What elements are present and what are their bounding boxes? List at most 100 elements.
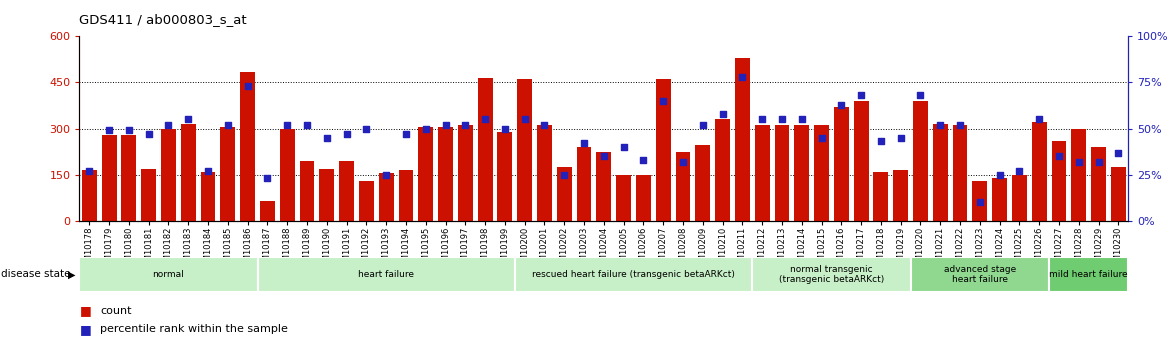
- Bar: [398, 170, 413, 221]
- Bar: [933, 124, 947, 221]
- Bar: [458, 126, 473, 221]
- Bar: [695, 146, 710, 221]
- Bar: [1031, 122, 1047, 221]
- Bar: [617, 175, 631, 221]
- Bar: [181, 124, 196, 221]
- Point: [535, 122, 554, 128]
- Bar: [517, 79, 533, 221]
- Bar: [557, 167, 571, 221]
- Bar: [577, 147, 591, 221]
- Point: [555, 172, 573, 177]
- Text: percentile rank within the sample: percentile rank within the sample: [100, 325, 288, 334]
- Bar: [280, 128, 294, 221]
- Point: [1050, 154, 1069, 159]
- Text: ■: ■: [79, 304, 91, 317]
- Text: ■: ■: [79, 323, 91, 336]
- Point: [417, 126, 436, 131]
- Point: [734, 74, 752, 80]
- Bar: [854, 101, 869, 221]
- Point: [792, 117, 811, 122]
- Text: normal: normal: [153, 270, 185, 279]
- Bar: [814, 126, 829, 221]
- Bar: [637, 175, 651, 221]
- Point: [298, 122, 317, 128]
- Bar: [418, 127, 433, 221]
- Text: ▶: ▶: [68, 269, 75, 279]
- Point: [79, 168, 98, 174]
- Point: [851, 92, 870, 98]
- Bar: [794, 126, 809, 221]
- Bar: [597, 151, 611, 221]
- Point: [772, 117, 791, 122]
- Point: [338, 131, 356, 137]
- Bar: [82, 170, 97, 221]
- Bar: [874, 171, 889, 221]
- Text: heart failure: heart failure: [359, 270, 415, 279]
- Text: normal transgenic
(transgenic betaARKct): normal transgenic (transgenic betaARKct): [779, 265, 884, 284]
- Point: [931, 122, 950, 128]
- Point: [159, 122, 178, 128]
- Point: [674, 159, 693, 165]
- Bar: [515, 257, 752, 292]
- Bar: [1049, 257, 1128, 292]
- Bar: [894, 170, 909, 221]
- Point: [714, 111, 732, 117]
- Text: mild heart failure: mild heart failure: [1049, 270, 1128, 279]
- Bar: [299, 161, 314, 221]
- Bar: [241, 72, 255, 221]
- Point: [475, 117, 494, 122]
- Bar: [1111, 167, 1126, 221]
- Bar: [257, 257, 515, 292]
- Point: [397, 131, 416, 137]
- Bar: [834, 107, 849, 221]
- Bar: [755, 126, 770, 221]
- Bar: [1011, 175, 1027, 221]
- Point: [139, 131, 158, 137]
- Bar: [79, 257, 257, 292]
- Bar: [260, 201, 274, 221]
- Bar: [752, 257, 911, 292]
- Bar: [201, 171, 215, 221]
- Bar: [655, 79, 670, 221]
- Text: GDS411 / ab000803_s_at: GDS411 / ab000803_s_at: [79, 13, 248, 26]
- Point: [258, 176, 277, 181]
- Point: [1010, 168, 1029, 174]
- Point: [951, 122, 969, 128]
- Bar: [675, 151, 690, 221]
- Point: [595, 154, 613, 159]
- Bar: [319, 168, 334, 221]
- Point: [456, 122, 474, 128]
- Text: advanced stage
heart failure: advanced stage heart failure: [944, 265, 1016, 284]
- Bar: [973, 181, 987, 221]
- Point: [694, 122, 712, 128]
- Point: [436, 122, 454, 128]
- Bar: [339, 161, 354, 221]
- Point: [1110, 150, 1128, 155]
- Text: disease state: disease state: [1, 269, 71, 279]
- Point: [1030, 117, 1049, 122]
- Point: [654, 98, 673, 104]
- Point: [515, 117, 534, 122]
- Point: [990, 172, 1009, 177]
- Bar: [735, 58, 750, 221]
- Point: [871, 139, 890, 144]
- Bar: [1051, 141, 1066, 221]
- Point: [832, 102, 850, 107]
- Point: [812, 135, 830, 140]
- Point: [495, 126, 514, 131]
- Bar: [141, 168, 157, 221]
- Bar: [498, 131, 513, 221]
- Bar: [221, 127, 235, 221]
- Bar: [161, 128, 176, 221]
- Point: [238, 83, 257, 89]
- Bar: [537, 126, 552, 221]
- Point: [357, 126, 376, 131]
- Bar: [913, 101, 927, 221]
- Bar: [438, 127, 453, 221]
- Point: [911, 92, 930, 98]
- Bar: [102, 135, 117, 221]
- Point: [753, 117, 772, 122]
- Bar: [715, 119, 730, 221]
- Point: [971, 199, 989, 205]
- Bar: [478, 78, 493, 221]
